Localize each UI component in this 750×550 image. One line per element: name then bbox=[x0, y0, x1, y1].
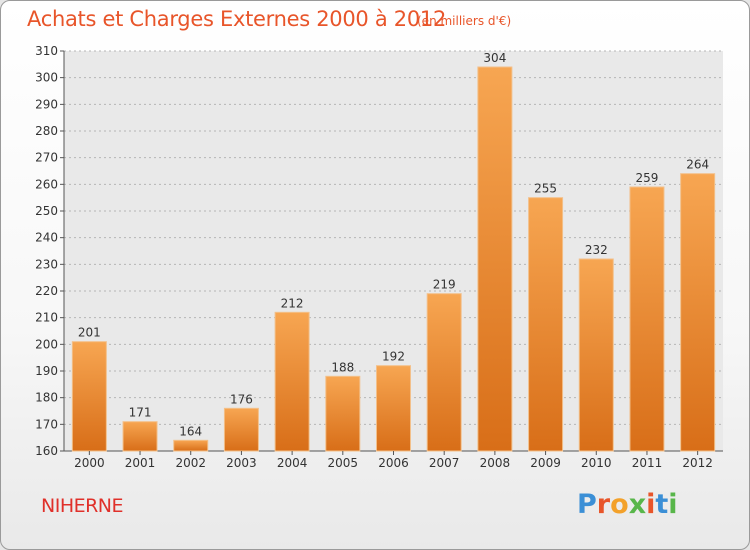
logo-letter: P bbox=[577, 489, 597, 520]
chart-subtitle: (en milliers d'€) bbox=[417, 14, 512, 28]
logo-letter: o bbox=[610, 489, 629, 520]
logo-letter: x bbox=[628, 489, 647, 520]
y-tick-label: 250 bbox=[35, 204, 58, 218]
bar bbox=[629, 186, 665, 452]
bar-value-label: 192 bbox=[382, 350, 405, 364]
y-tick-label: 220 bbox=[35, 284, 58, 298]
y-tick-label: 240 bbox=[35, 231, 58, 245]
y-tick-label: 310 bbox=[35, 44, 58, 58]
x-tick-label: 2006 bbox=[378, 456, 409, 470]
proxiti-logo[interactable]: Proxiti bbox=[577, 489, 678, 520]
bar-value-label: 164 bbox=[179, 424, 202, 438]
x-tick-label: 2009 bbox=[530, 456, 561, 470]
bar-value-label: 255 bbox=[534, 182, 557, 196]
x-tick-label: 2008 bbox=[480, 456, 511, 470]
bar-value-label: 201 bbox=[78, 326, 101, 340]
bar bbox=[528, 197, 564, 452]
x-tick-label: 2001 bbox=[125, 456, 156, 470]
x-tick-label: 2012 bbox=[682, 456, 713, 470]
x-tick-label: 2011 bbox=[632, 456, 663, 470]
x-tick-label: 2010 bbox=[581, 456, 612, 470]
x-tick-label: 2000 bbox=[74, 456, 105, 470]
logo-letter: r bbox=[596, 489, 611, 520]
bar-value-label: 219 bbox=[433, 278, 456, 292]
bar bbox=[223, 407, 259, 452]
logo-letter: i bbox=[668, 489, 678, 520]
bar-value-label: 171 bbox=[129, 406, 152, 420]
bar bbox=[477, 66, 513, 452]
bar bbox=[173, 439, 209, 452]
bar bbox=[578, 258, 614, 452]
y-tick-label: 260 bbox=[35, 177, 58, 191]
y-tick-label: 290 bbox=[35, 97, 58, 111]
x-tick-label: 2003 bbox=[226, 456, 257, 470]
bar-value-label: 188 bbox=[331, 360, 354, 374]
y-tick-label: 190 bbox=[35, 364, 58, 378]
y-tick-label: 210 bbox=[35, 311, 58, 325]
y-tick-label: 160 bbox=[35, 444, 58, 458]
bar bbox=[325, 375, 361, 452]
y-tick-label: 270 bbox=[35, 151, 58, 165]
x-tick-label: 2007 bbox=[429, 456, 460, 470]
bar bbox=[426, 293, 462, 452]
logo-letter: i bbox=[646, 489, 656, 520]
bar bbox=[122, 421, 158, 452]
bar-value-label: 232 bbox=[585, 243, 608, 257]
y-tick-label: 170 bbox=[35, 417, 58, 431]
bar bbox=[680, 173, 716, 452]
chart-title: Achats et Charges Externes 2000 à 2012 bbox=[27, 7, 447, 31]
bar-value-label: 304 bbox=[483, 51, 506, 65]
bar-value-label: 176 bbox=[230, 392, 253, 406]
x-tick-label: 2002 bbox=[175, 456, 206, 470]
logo-letter: t bbox=[655, 489, 669, 520]
bar-value-label: 259 bbox=[636, 171, 659, 185]
bar bbox=[71, 341, 107, 452]
bar bbox=[274, 311, 310, 452]
x-tick-label: 2005 bbox=[328, 456, 359, 470]
x-tick-label: 2004 bbox=[277, 456, 308, 470]
y-tick-label: 200 bbox=[35, 337, 58, 351]
y-tick-label: 230 bbox=[35, 257, 58, 271]
bar-value-label: 212 bbox=[281, 296, 304, 310]
bar bbox=[376, 365, 411, 452]
y-tick-label: 280 bbox=[35, 124, 58, 138]
y-tick-label: 300 bbox=[35, 71, 58, 85]
bar-value-label: 264 bbox=[686, 158, 709, 172]
commune-name: NIHERNE bbox=[41, 495, 124, 517]
y-tick-label: 180 bbox=[35, 391, 58, 405]
